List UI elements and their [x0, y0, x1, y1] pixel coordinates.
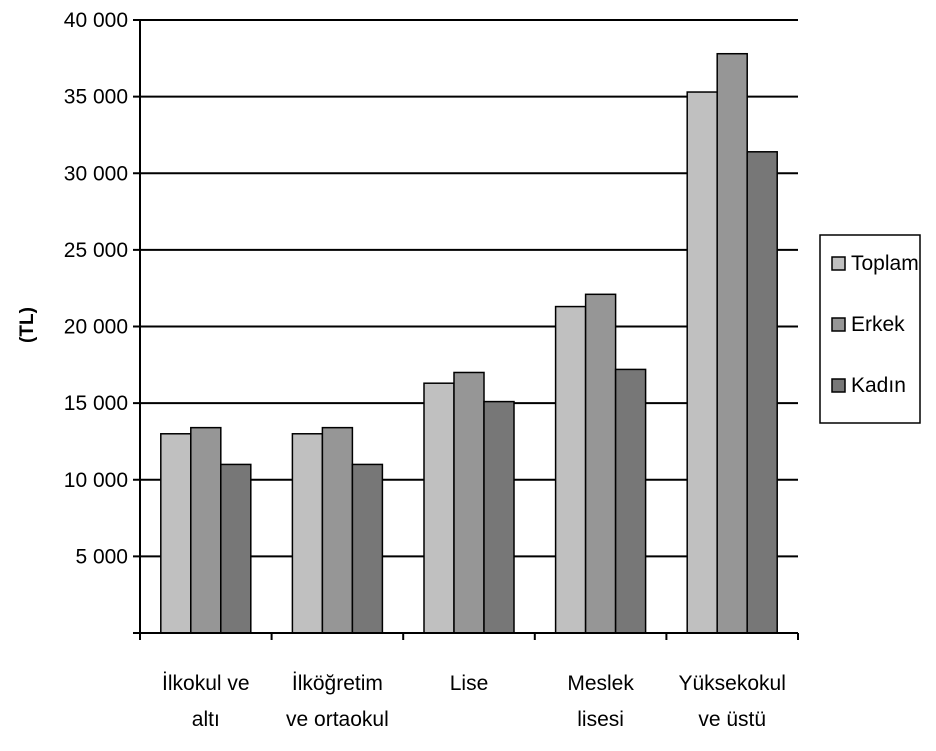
category-label: Lise: [450, 672, 489, 695]
y-tick-label: 5 000: [75, 545, 128, 568]
category-label: ve ortaokul: [286, 708, 389, 731]
bar-erkek: [190, 426, 222, 634]
bar-toplam: [160, 433, 192, 634]
y-tick-label: 10 000: [64, 469, 128, 492]
bar-erkek: [716, 52, 748, 634]
y-tick-label: 20 000: [64, 316, 128, 339]
bar-kadın: [220, 463, 252, 634]
y-tick-label: 35 000: [64, 86, 128, 109]
category-label: Yüksekokul: [679, 672, 786, 695]
bar-kadın: [746, 151, 778, 634]
bar-kadın: [614, 368, 647, 634]
axes: [139, 20, 799, 640]
category-label: altı: [192, 708, 220, 731]
bar-toplam: [423, 382, 455, 634]
category-label: Meslek: [567, 672, 634, 695]
bar-erkek: [584, 293, 617, 634]
category-label: ve üstü: [698, 708, 766, 731]
legend-swatch-kadın: [831, 378, 846, 393]
y-tick-label: 15 000: [64, 392, 128, 415]
category-label: İlkokul ve: [162, 672, 250, 695]
bar-toplam: [291, 433, 324, 634]
bar-toplam: [554, 305, 587, 634]
category-label: lisesi: [577, 708, 624, 731]
category-labels: İlkokul ve altı İlköğretim ve ortaokul Lise M…: [162, 672, 786, 731]
bar-kadın: [351, 463, 384, 634]
legend-label-erkek: Erkek: [851, 313, 905, 336]
legend-swatch-erkek: [831, 317, 846, 332]
legend-label-kadın: Kadın: [851, 374, 906, 397]
y-axis-title: (TL): [17, 307, 38, 343]
bars: [160, 52, 778, 634]
bar-kadın: [483, 400, 515, 634]
y-tick-label: 40 000: [64, 9, 128, 32]
bar-toplam: [686, 91, 718, 634]
y-tick-label: 30 000: [64, 162, 128, 185]
y-tick-labels: 5 000 10 000 15 000 20 000 25 000 30 000 35 00…: [64, 9, 128, 568]
bar-erkek: [321, 426, 354, 634]
category-label: İlköğretim: [292, 672, 383, 695]
legend-swatch-toplam: [831, 256, 846, 271]
bar-erkek: [453, 371, 485, 634]
legend-label-toplam: Toplam: [851, 252, 919, 275]
legend: Toplam Erkek Kadın: [819, 234, 921, 424]
y-tick-label: 25 000: [64, 239, 128, 262]
